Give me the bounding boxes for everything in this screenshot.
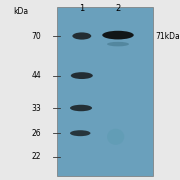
Ellipse shape bbox=[107, 42, 129, 46]
Ellipse shape bbox=[70, 105, 92, 111]
Text: 1: 1 bbox=[79, 4, 84, 13]
Ellipse shape bbox=[71, 72, 93, 79]
Text: 70: 70 bbox=[31, 31, 41, 40]
Text: 44: 44 bbox=[31, 71, 41, 80]
Ellipse shape bbox=[102, 31, 134, 39]
Text: 71kDa: 71kDa bbox=[155, 31, 180, 40]
Ellipse shape bbox=[72, 32, 91, 40]
Text: kDa: kDa bbox=[13, 7, 28, 16]
Text: 26: 26 bbox=[31, 129, 41, 138]
Bar bbox=[57, 7, 153, 176]
Ellipse shape bbox=[70, 130, 91, 136]
Ellipse shape bbox=[107, 129, 124, 145]
Text: 33: 33 bbox=[31, 103, 41, 112]
Text: 22: 22 bbox=[31, 152, 41, 161]
Text: 2: 2 bbox=[115, 4, 121, 13]
